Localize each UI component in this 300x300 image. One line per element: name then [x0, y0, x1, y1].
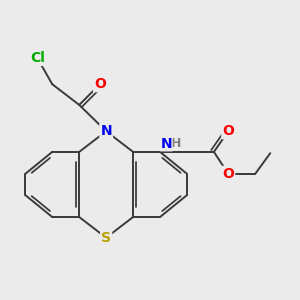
Text: Cl: Cl: [30, 51, 45, 65]
Text: O: O: [222, 167, 234, 181]
Text: H: H: [170, 137, 181, 150]
Text: N: N: [100, 124, 112, 138]
Text: S: S: [101, 231, 111, 245]
Text: N: N: [160, 137, 172, 151]
Text: O: O: [222, 124, 234, 138]
Text: O: O: [94, 77, 106, 91]
